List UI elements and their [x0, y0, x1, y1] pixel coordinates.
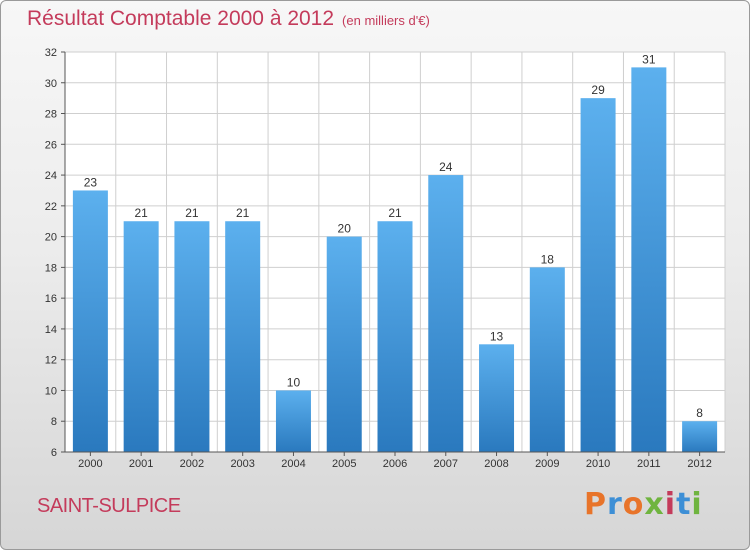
data-label-2007: 24 [439, 160, 453, 174]
logo-letter: t [676, 487, 692, 522]
data-label-2006: 21 [388, 206, 402, 220]
logo-letter: o [622, 487, 645, 522]
bar-2012 [682, 421, 718, 452]
chart-subtitle: (en milliers d'€) [342, 13, 430, 28]
data-label-2008: 13 [490, 329, 504, 343]
bar-2007 [428, 175, 464, 453]
x-tick-label: 2003 [230, 458, 254, 470]
x-tick-label: 2010 [586, 458, 610, 470]
bars [72, 67, 718, 453]
y-tick-label: 18 [45, 262, 57, 274]
data-label-2000: 23 [84, 175, 98, 189]
y-tick-label: 8 [51, 416, 57, 428]
bar-2003 [225, 221, 261, 452]
y-tick-label: 20 [45, 232, 57, 244]
proxiti-logo: Proxiti [584, 487, 703, 522]
x-tick-label: 2011 [637, 458, 661, 470]
data-label-2001: 21 [134, 206, 148, 220]
data-label-2004: 10 [287, 375, 301, 389]
logo-letter: i [691, 487, 703, 522]
logo-letter: r [607, 487, 623, 522]
data-label-2009: 18 [541, 252, 555, 266]
bar-2001 [123, 221, 159, 452]
data-label-2005: 20 [338, 222, 352, 236]
bar-2004 [275, 390, 311, 452]
axes [61, 51, 725, 456]
bar-2005 [326, 236, 362, 452]
x-tick-label: 2008 [484, 458, 508, 470]
y-tick-label: 30 [45, 78, 57, 90]
x-tick-label: 2012 [687, 458, 711, 470]
commune-name: SAINT-SULPICE [37, 495, 181, 517]
y-tick-label: 24 [45, 170, 57, 182]
bar-2011 [631, 67, 667, 452]
x-tick-label: 2007 [434, 458, 458, 470]
y-tick-label: 26 [45, 139, 57, 151]
data-label-2002: 21 [185, 206, 199, 220]
x-tick-label: 2001 [129, 458, 153, 470]
y-tick-label: 28 [45, 109, 57, 121]
data-label-2010: 29 [591, 83, 605, 97]
chart-header: Résultat Comptable 2000 à 2012 (en millie… [27, 7, 430, 31]
logo-letter: P [584, 487, 607, 522]
x-tick-label: 2009 [535, 458, 559, 470]
labels: 6 8 10 12 14 16 18 20 22 24 26 28 30 32 23 2000 21 2001 21… [45, 47, 712, 470]
logo-letter: i [664, 487, 677, 522]
y-tick-label: 12 [45, 355, 57, 367]
x-tick-label: 2002 [180, 458, 204, 470]
y-tick-label: 6 [51, 447, 57, 459]
bar-2009 [529, 267, 565, 452]
y-tick-label: 32 [45, 47, 57, 59]
data-label-2012: 8 [696, 406, 703, 420]
x-tick-label: 2006 [383, 458, 407, 470]
data-label-2003: 21 [236, 206, 250, 220]
bar-2008 [479, 344, 515, 452]
data-label-2011: 31 [642, 52, 656, 66]
bar-2000 [72, 190, 108, 452]
logo-letter: x [644, 487, 665, 522]
bar-2006 [377, 221, 413, 452]
y-tick-label: 22 [45, 201, 57, 213]
bar-2010 [580, 98, 616, 453]
y-tick-label: 10 [45, 385, 57, 397]
chart-title: Résultat Comptable 2000 à 2012 [27, 7, 335, 30]
y-tick-label: 14 [45, 324, 57, 336]
x-tick-label: 2005 [332, 458, 356, 470]
y-tick-label: 16 [45, 293, 57, 305]
bar-2002 [174, 221, 210, 452]
x-tick-label: 2004 [281, 458, 305, 470]
x-tick-label: 2000 [78, 458, 102, 470]
